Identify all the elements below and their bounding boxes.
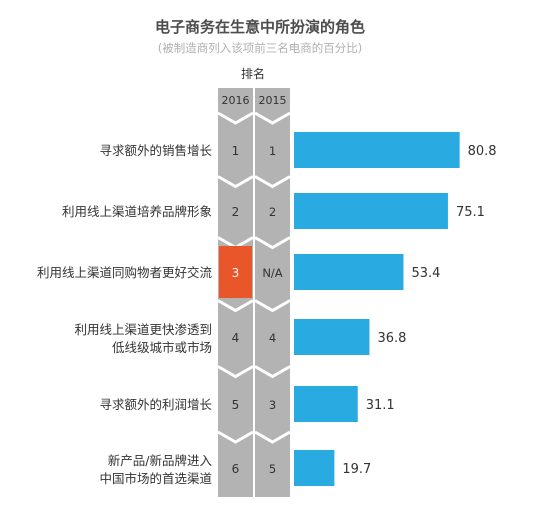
value-label: 53.4	[411, 266, 440, 281]
rank-column-label-2015: 2015	[259, 94, 287, 107]
rank-divider-3-1	[254, 299, 291, 313]
data-bar	[294, 254, 404, 290]
value-label: 19.7	[342, 462, 371, 477]
rank-2015-value: 2	[269, 205, 276, 219]
data-bar	[294, 319, 370, 355]
rank-highlight-cell	[219, 246, 252, 298]
rank-divider-5-1	[254, 430, 291, 444]
chart-title: 电子商务在生意中所扮演的角色	[155, 18, 365, 36]
category-label-5-line-0: 新产品/新品牌进入	[108, 453, 213, 468]
rank-divider-0-0	[217, 111, 254, 125]
rank-2015-value: 5	[269, 462, 276, 476]
rank-2016-value: 6	[232, 462, 240, 476]
rank-2015-value: 4	[269, 331, 276, 345]
value-label: 36.8	[377, 331, 406, 346]
rank-divider-2-1	[254, 236, 291, 250]
data-bar	[294, 193, 448, 229]
category-label-3-line-0: 利用线上渠道更快渗透到	[74, 322, 212, 337]
rank-2015-value: 1	[269, 144, 276, 158]
rank-2015-value: N/A	[262, 266, 282, 280]
rank-column-label-2016: 2016	[222, 94, 250, 107]
category-label-5-line-1: 中国市场的首选渠道	[99, 471, 212, 486]
rank-header: 排名	[241, 66, 265, 81]
rank-divider-5-0	[217, 430, 254, 444]
data-bar	[294, 386, 358, 422]
data-bar	[294, 132, 460, 168]
rank-2016-value: 4	[232, 331, 240, 345]
rank-divider-1-0	[217, 175, 254, 189]
chart-subtitle: (被制造商列入该项前三名电商的百分比)	[158, 41, 362, 55]
rank-2016-value: 2	[232, 205, 240, 219]
value-label: 31.1	[366, 398, 395, 413]
rank-divider-0-1	[254, 111, 291, 125]
category-label-2: 利用线上渠道同购物者更好交流	[37, 265, 213, 280]
data-bar	[294, 450, 335, 486]
rank-divider-1-1	[254, 175, 291, 189]
rank-2016-value: 5	[232, 398, 240, 412]
rank-column-2015	[255, 88, 290, 497]
rank-2015-value: 3	[269, 398, 276, 412]
rank-divider-4-0	[217, 365, 254, 379]
value-label: 75.1	[456, 205, 485, 220]
category-label-4: 寻求额外的利润增长	[99, 397, 212, 412]
rank-divider-4-1	[254, 365, 291, 379]
category-label-3-line-1: 低线级城市或市场	[112, 340, 212, 355]
rank-2016-value: 3	[232, 266, 240, 280]
category-label-1: 利用线上渠道培养品牌形象	[62, 204, 212, 219]
rank-divider-3-0	[217, 299, 254, 313]
category-label-0: 寻求额外的销售增长	[99, 143, 212, 158]
rank-2016-value: 1	[232, 144, 240, 158]
value-label: 80.8	[468, 144, 497, 159]
